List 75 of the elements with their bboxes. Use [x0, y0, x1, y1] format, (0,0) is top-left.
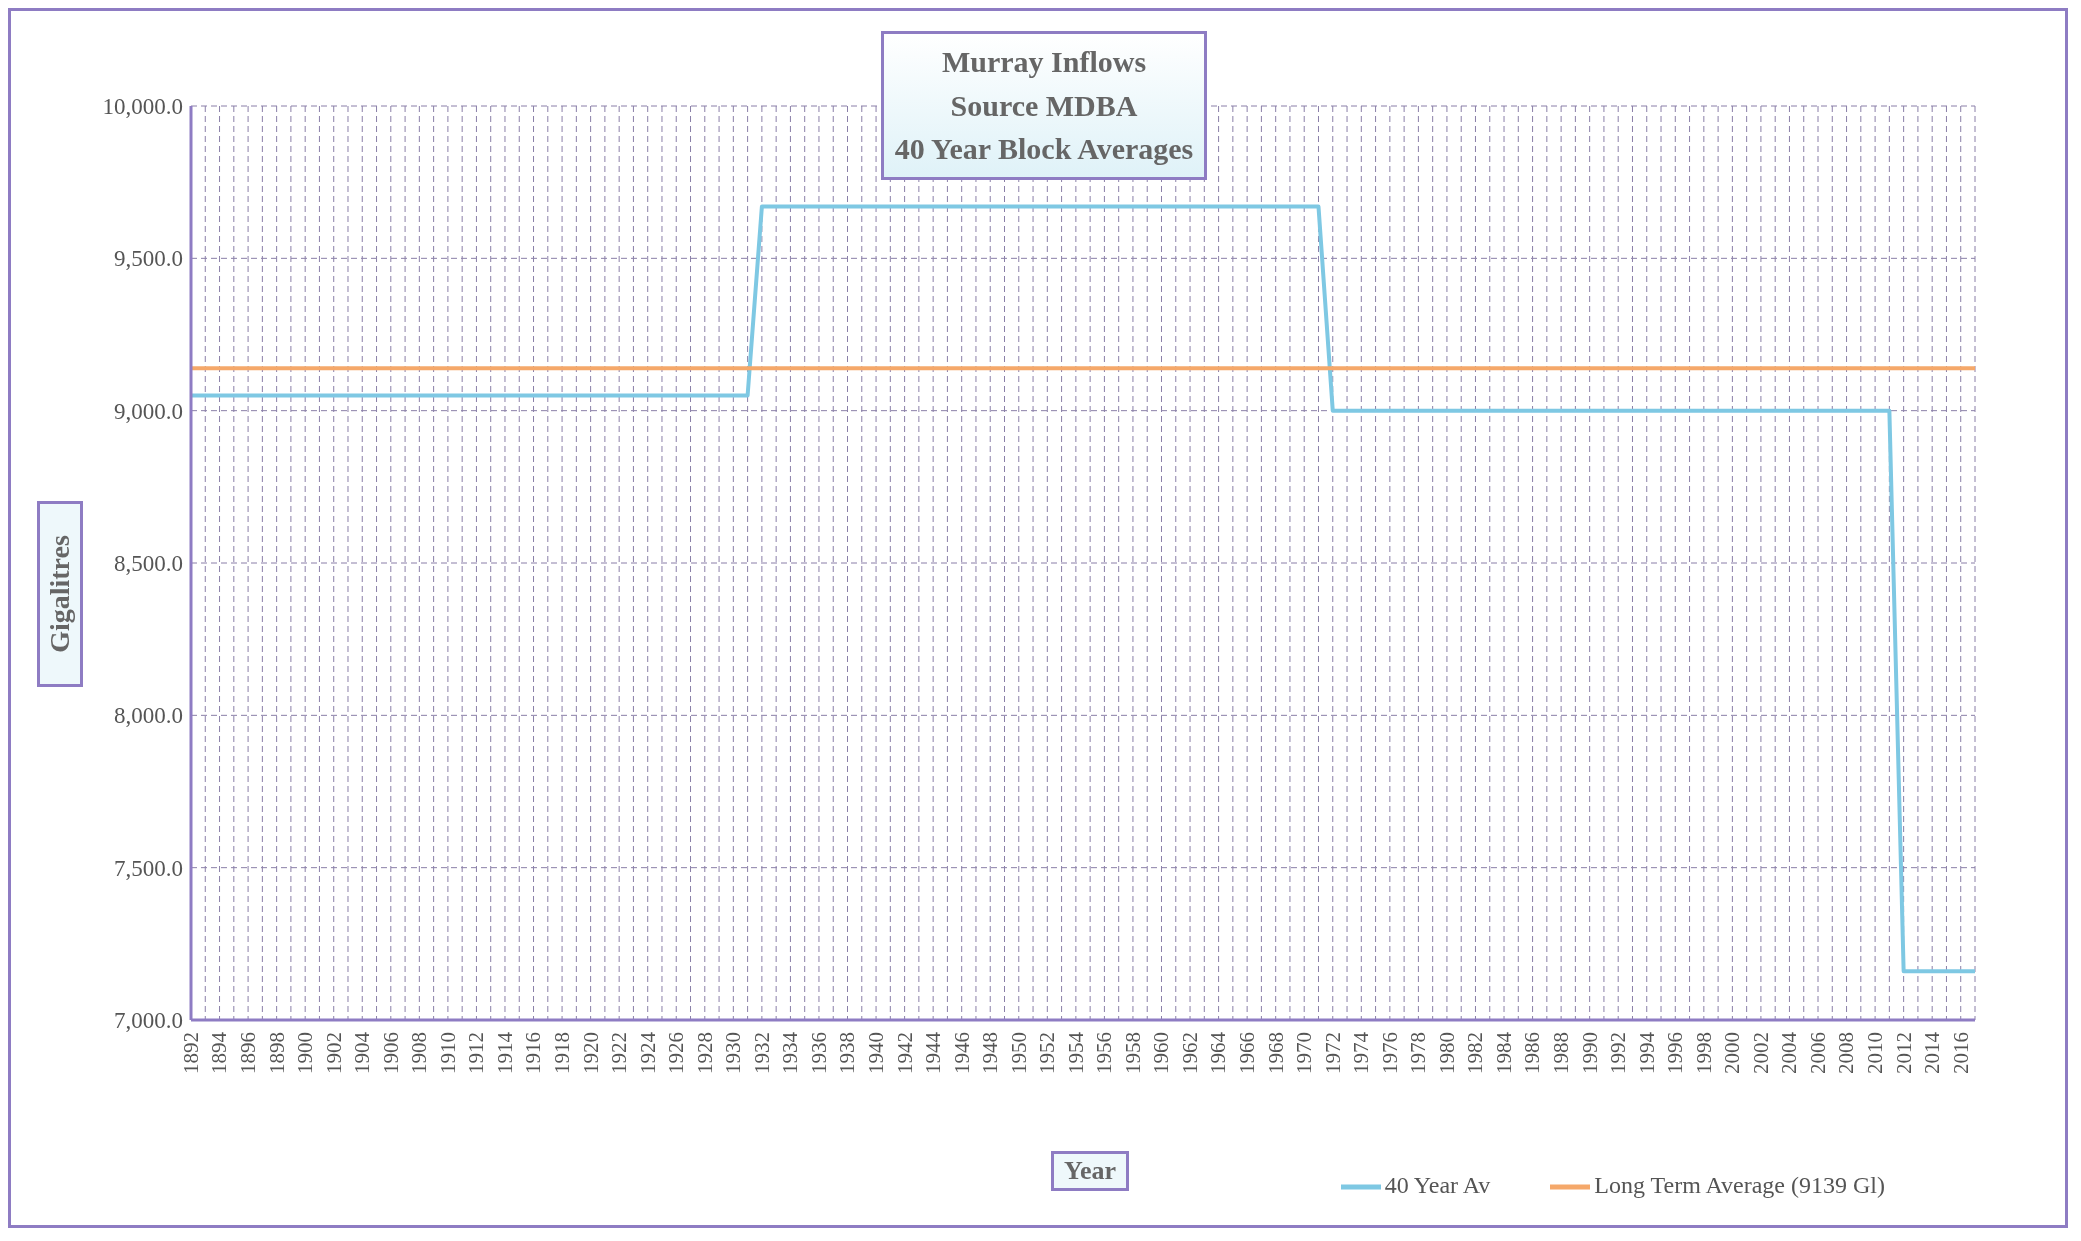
x-tick-label: 1932 [749, 1032, 774, 1074]
x-tick-label: 1950 [1006, 1032, 1031, 1074]
y-tick-label: 10,000.0 [102, 94, 183, 120]
x-tick-label: 2002 [1748, 1032, 1773, 1074]
x-tick-label: 1908 [407, 1032, 432, 1074]
x-tick-label: 1976 [1377, 1032, 1402, 1074]
x-tick-label: 2004 [1777, 1031, 1802, 1074]
x-tick-label: 1982 [1463, 1032, 1488, 1074]
x-tick-label: 1962 [1177, 1032, 1202, 1074]
x-tick-label: 1974 [1349, 1031, 1374, 1074]
x-tick-label: 1984 [1491, 1031, 1516, 1074]
x-tick-label: 2006 [1805, 1032, 1830, 1074]
x-tick-label: 1904 [350, 1031, 375, 1074]
x-tick-label: 1998 [1691, 1032, 1716, 1074]
x-tick-label: 2008 [1834, 1032, 1859, 1074]
y-axis-title: Gigalitres [44, 535, 76, 653]
x-tick-label: 1948 [978, 1032, 1003, 1074]
x-tick-label: 1916 [521, 1032, 546, 1074]
x-tick-label: 1964 [1206, 1031, 1231, 1074]
x-tick-label: 1902 [321, 1032, 346, 1074]
x-tick-label: 1972 [1320, 1032, 1345, 1074]
x-tick-label: 1958 [1120, 1032, 1145, 1074]
x-tick-label: 1970 [1292, 1032, 1317, 1074]
x-tick-label: 1898 [264, 1032, 289, 1074]
x-tick-label: 1992 [1606, 1032, 1631, 1074]
x-tick-label: 1980 [1434, 1032, 1459, 1074]
y-tick-label: 9,500.0 [114, 246, 183, 272]
x-tick-label: 1926 [664, 1032, 689, 1074]
x-tick-label: 1922 [607, 1032, 632, 1074]
x-tick-label: 1960 [1149, 1032, 1174, 1074]
x-tick-label: 1894 [207, 1031, 232, 1074]
y-tick-label: 9,000.0 [114, 398, 183, 424]
x-tick-label: 1996 [1663, 1032, 1688, 1074]
x-tick-label: 1954 [1063, 1031, 1088, 1074]
x-tick-label: 1912 [464, 1032, 489, 1074]
y-tick-label: 8,500.0 [114, 551, 183, 577]
x-tick-label: 1892 [178, 1032, 203, 1074]
x-tick-label: 1942 [892, 1032, 917, 1074]
x-tick-label: 2012 [1891, 1032, 1916, 1074]
x-tick-label: 2000 [1720, 1032, 1745, 1074]
x-axis-title: Year [1051, 1151, 1129, 1191]
x-tick-label: 1924 [635, 1031, 660, 1074]
x-tick-label: 2014 [1920, 1031, 1945, 1074]
x-tick-label: 1918 [549, 1032, 574, 1074]
x-tick-label: 1930 [721, 1032, 746, 1074]
y-tick-label: 7,000.0 [114, 1008, 183, 1034]
x-tick-label: 1988 [1549, 1032, 1574, 1074]
x-tick-label: 1896 [236, 1032, 260, 1074]
x-tick-label: 1914 [492, 1031, 517, 1074]
x-tick-label: 1956 [1092, 1032, 1117, 1074]
x-tick-label: 1968 [1263, 1032, 1288, 1074]
legend-label: Long Term Average (9139 Gl) [1594, 1171, 1885, 1198]
x-tick-label: 2010 [1863, 1032, 1888, 1074]
x-tick-label: 1906 [378, 1032, 403, 1074]
x-tick-label: 1994 [1634, 1031, 1659, 1074]
x-tick-label: 1938 [835, 1032, 860, 1074]
y-tick-label: 7,500.0 [114, 855, 183, 881]
x-tick-label: 1910 [435, 1032, 460, 1074]
chart-title: Murray Inflows Source MDBA 40 Year Block Averages [881, 31, 1207, 180]
x-tick-label: 2016 [1948, 1032, 1973, 1074]
x-tick-label: 1944 [921, 1031, 946, 1074]
x-tick-label: 1946 [949, 1032, 974, 1074]
x-tick-label: 1990 [1577, 1032, 1602, 1074]
x-tick-label: 1952 [1035, 1032, 1060, 1074]
x-tick-label: 1966 [1235, 1032, 1260, 1074]
legend-label: 40 Year Av [1384, 1171, 1491, 1198]
x-tick-label: 1934 [778, 1031, 803, 1074]
y-tick-label: 8,000.0 [114, 703, 183, 729]
x-tick-label: 1940 [863, 1032, 888, 1074]
x-tick-label: 1920 [578, 1032, 603, 1074]
x-tick-label: 1986 [1520, 1032, 1545, 1074]
x-tick-label: 1978 [1406, 1032, 1431, 1074]
x-tick-label: 1900 [293, 1032, 318, 1074]
x-tick-label: 1936 [806, 1032, 831, 1074]
x-tick-label: 1928 [692, 1032, 717, 1074]
